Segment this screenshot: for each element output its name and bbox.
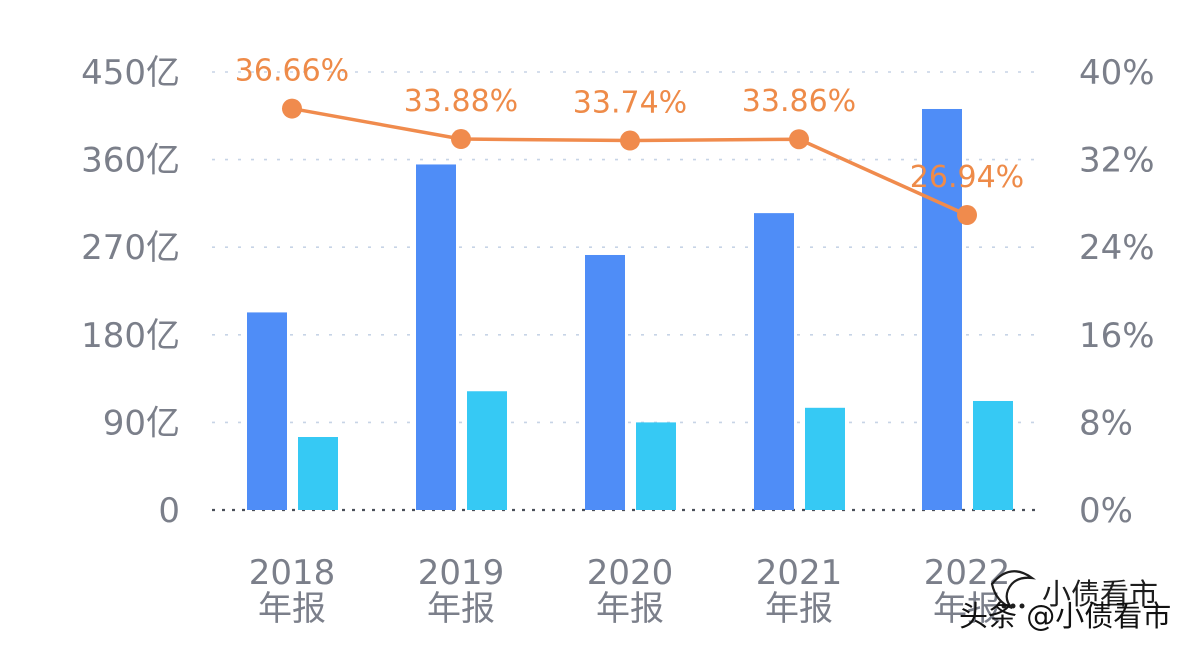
left-axis-tick-label: 180亿 <box>81 316 180 356</box>
watermark-brand-text: 小债看市 <box>1042 577 1158 611</box>
grid-layer <box>212 71 1042 512</box>
right-axis-tick-label: 16% <box>1079 316 1155 356</box>
x-axis-category-label: 2021 年报 <box>756 553 843 629</box>
x-axis-category-label: 2022 年报 <box>924 553 1011 629</box>
left-axis-tick-label: 90亿 <box>103 403 180 443</box>
watermark-bubble-group: 小债看市 <box>990 570 1158 611</box>
line-point <box>282 98 302 119</box>
line-point <box>789 129 809 150</box>
x-axis-category-label: 2018 年报 <box>249 553 336 629</box>
line-data-label: 33.74% <box>573 86 687 121</box>
left-axis-tick-label: 450亿 <box>81 53 180 93</box>
x-axis-category-label: 2019 年报 <box>418 553 505 629</box>
bar-series-1 <box>922 108 962 510</box>
watermark-dot-icon <box>1010 603 1016 609</box>
line-point <box>620 130 640 151</box>
speech-bubble-icon <box>990 570 1037 610</box>
right-axis-tick-label: 8% <box>1079 403 1133 443</box>
line-data-label: 33.86% <box>742 84 856 119</box>
x-axis-category-label: 2020 年报 <box>587 553 674 629</box>
watermark-dot-icon <box>1019 603 1025 609</box>
right-axis-tick-label: 0% <box>1079 491 1133 531</box>
bar-series-1 <box>585 254 625 510</box>
bar-series-1 <box>754 213 794 510</box>
line-data-label: 33.88% <box>404 84 518 119</box>
watermark-credit-text: 头条 @小债看市 <box>959 599 1171 633</box>
right-axis-tick-label: 40% <box>1079 53 1155 93</box>
line-point <box>451 129 471 150</box>
line-data-label: 26.94% <box>910 160 1024 195</box>
line-point <box>957 205 977 226</box>
watermark-dot-icon <box>1001 603 1007 609</box>
line-layer <box>282 98 977 226</box>
bar-series-1 <box>247 312 287 510</box>
bar-series-2 <box>636 422 676 510</box>
left-axis-tick-label: 270亿 <box>81 228 180 268</box>
bar-series-2 <box>467 391 507 510</box>
line-data-label: 36.66% <box>235 54 349 89</box>
bar-layer <box>247 108 1013 510</box>
right-axis-tick-label: 32% <box>1079 141 1155 181</box>
bar-series-2 <box>973 400 1013 510</box>
left-axis-tick-label: 0 <box>158 491 180 531</box>
label-layer: 36.66% 33.88% 33.74% 33.86% 26.94% <box>235 54 1024 195</box>
bar-series-2 <box>298 437 338 510</box>
left-axis-tick-label: 360亿 <box>81 141 180 181</box>
bar-series-2 <box>805 407 845 510</box>
line-series-path <box>290 106 969 217</box>
bar-series-1 <box>416 164 456 510</box>
axis-layer: 0 90亿 180亿 270亿 360亿 450亿 0% 8% 16% 24% 32% 40% 2018… <box>81 53 1154 629</box>
right-axis-tick-label: 24% <box>1079 228 1155 268</box>
